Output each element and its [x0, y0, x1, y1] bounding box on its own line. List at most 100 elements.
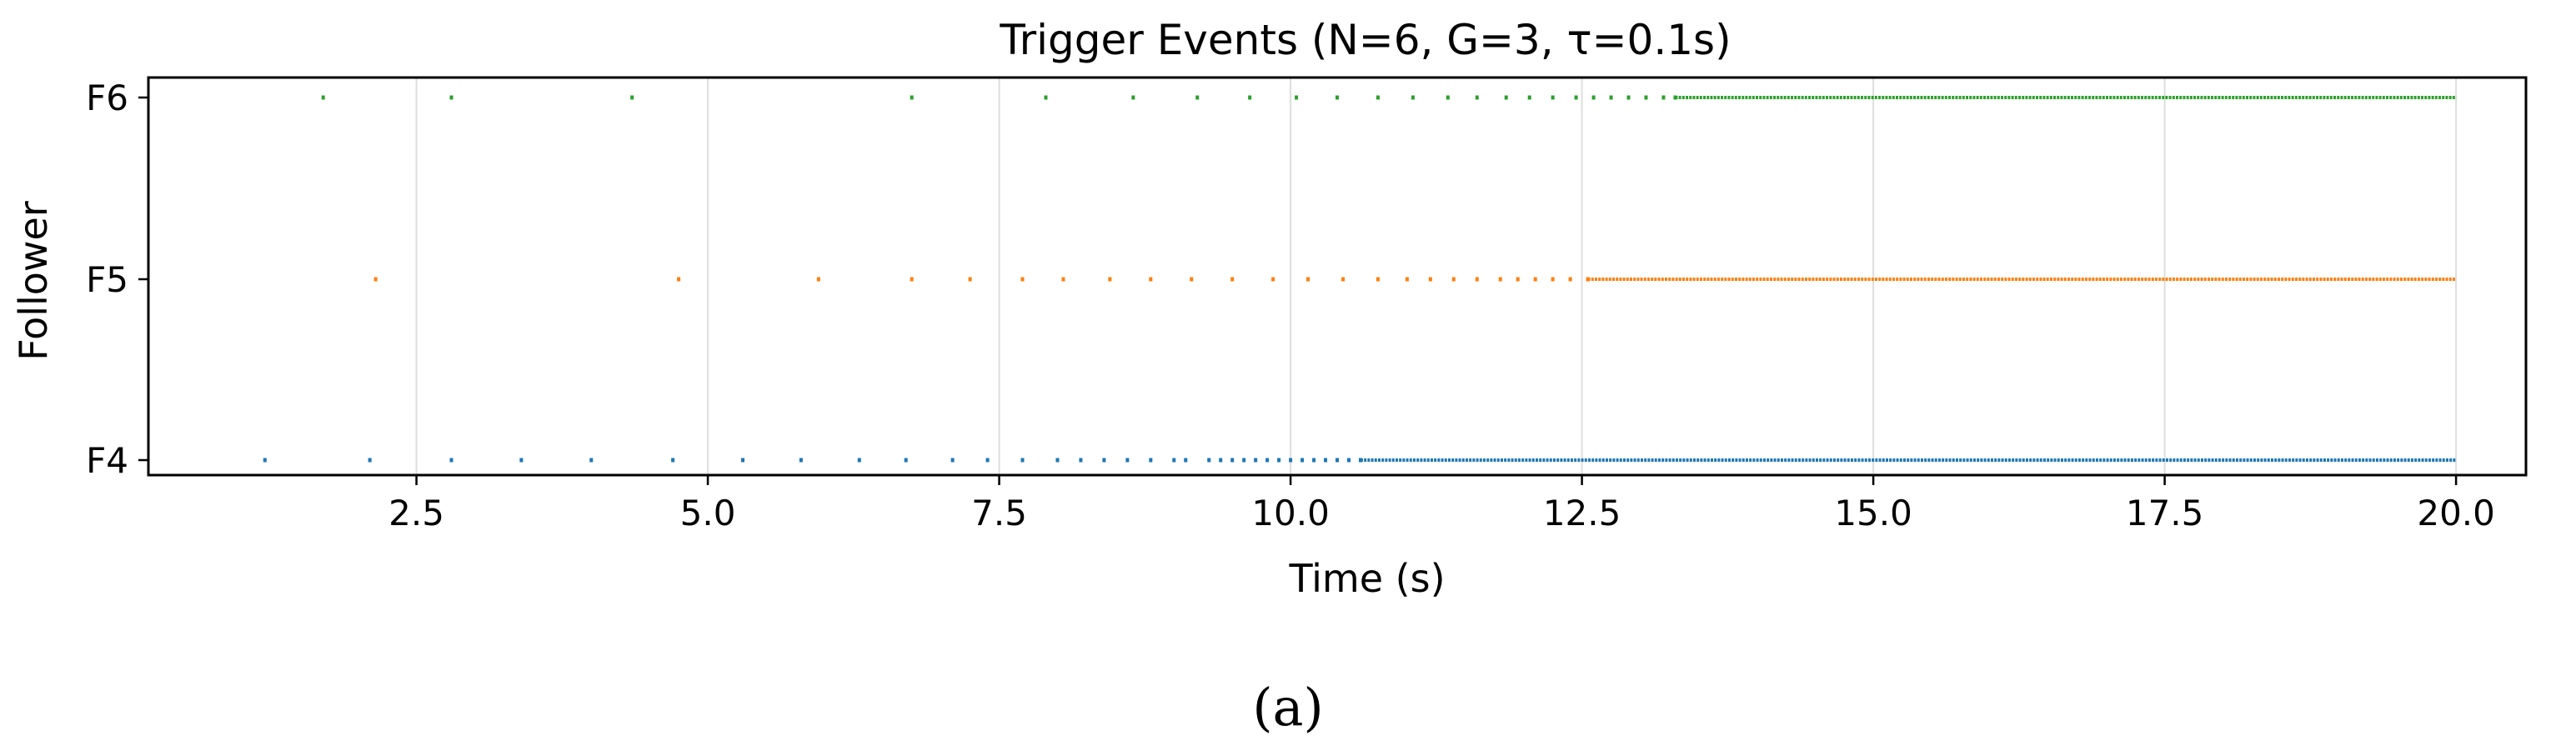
event-point-f6: [1504, 95, 1508, 100]
event-point-f5: [1516, 277, 1520, 282]
grid-lines: [415, 78, 2458, 475]
event-point-f6: [1376, 95, 1380, 100]
event-point-f4: [1102, 458, 1106, 463]
y-axis-label: Follower: [11, 201, 56, 361]
event-point-f6: [321, 95, 325, 100]
event-point-f4: [1184, 458, 1188, 463]
event-point-f5: [968, 277, 972, 282]
event-point-f5: [816, 277, 820, 282]
event-point-f4: [1324, 458, 1328, 463]
event-point-f6: [1626, 95, 1631, 100]
x-axis-ticks: 2.5 5.0 7.5 10.0 12.5 15.0 17.5 20.0: [388, 475, 2495, 533]
event-point-f4: [1289, 458, 1293, 463]
event-point-f5: [910, 277, 914, 282]
y-axis-ticks: F4 F5 F6: [86, 78, 148, 481]
y-tick-label: F4: [86, 440, 128, 481]
event-point-f4: [368, 458, 372, 463]
event-point-f4: [1358, 458, 1362, 463]
event-point-f6: [1475, 95, 1479, 100]
event-point-f4: [1079, 458, 1083, 463]
x-tick-label: 15.0: [1834, 493, 1912, 533]
event-point-f6: [1195, 95, 1200, 100]
chart-title: Trigger Events (N=6, G=3, τ=0.1s): [999, 16, 1731, 64]
event-point-f5: [1551, 277, 1555, 282]
event-point-f6: [1295, 95, 1299, 100]
y-tick-label: F5: [86, 259, 128, 300]
event-point-f4: [1020, 458, 1025, 463]
event-point-f5: [1533, 277, 1537, 282]
event-point-f4: [589, 458, 594, 463]
event-point-f5: [677, 277, 681, 282]
x-tick-label: 20.0: [2417, 493, 2495, 533]
event-point-f6: [1527, 95, 1531, 100]
event-point-f6: [1411, 95, 1415, 100]
event-point-f5: [1586, 277, 1590, 282]
x-tick-label: 7.5: [971, 493, 1027, 533]
event-point-f6: [1248, 95, 1252, 100]
event-point-f6: [1044, 95, 1048, 100]
x-tick-label: 12.5: [1543, 493, 1621, 533]
event-point-f5: [1020, 277, 1025, 282]
event-point-f4: [671, 458, 675, 463]
event-point-f4: [1254, 458, 1258, 463]
x-axis-label: Time (s): [1288, 556, 1445, 601]
event-point-f4: [1149, 458, 1153, 463]
event-point-f6: [1661, 95, 1666, 100]
event-point-f5: [1568, 277, 1572, 282]
event-point-f4: [1230, 458, 1235, 463]
event-point-f5: [373, 277, 378, 282]
event-point-f6: [1673, 95, 1677, 100]
event-point-f6: [449, 95, 454, 100]
event-point-f4: [904, 458, 908, 463]
event-point-f6: [1591, 95, 1596, 100]
event-point-f5: [1149, 277, 1153, 282]
event-point-f4: [1125, 458, 1130, 463]
event-point-f5: [1341, 277, 1345, 282]
plot-frame: [147, 76, 2528, 477]
event-point-f5: [1428, 277, 1432, 282]
figure-caption: (a): [1252, 677, 1323, 738]
event-point-f4: [1242, 458, 1246, 463]
event-point-f5: [1405, 277, 1409, 282]
event-point-f4: [1265, 458, 1270, 463]
event-point-f5: [1271, 277, 1275, 282]
event-point-f6: [1551, 95, 1555, 100]
y-tick-label: F6: [86, 78, 128, 118]
event-point-f4: [985, 458, 990, 463]
event-point-f5: [1108, 277, 1112, 282]
event-point-f6: [630, 95, 634, 100]
event-point-f5: [1230, 277, 1235, 282]
event-point-f5: [1376, 277, 1380, 282]
event-point-f4: [519, 458, 524, 463]
event-point-f5: [1498, 277, 1502, 282]
event-point-f4: [1055, 458, 1060, 463]
event-point-f6: [1574, 95, 1578, 100]
event-point-f4: [263, 458, 267, 463]
event-point-f6: [910, 95, 914, 100]
event-point-f5: [1306, 277, 1311, 282]
event-point-f6: [1609, 95, 1613, 100]
event-point-f4: [1172, 458, 1176, 463]
event-point-f5: [1451, 277, 1456, 282]
event-point-f4: [449, 458, 454, 463]
event-point-f6: [1336, 95, 1339, 100]
event-point-f6: [1131, 95, 1135, 100]
event-marks: [263, 95, 2457, 463]
event-point-f4: [1207, 458, 1211, 463]
event-point-f4: [1301, 458, 1305, 463]
x-tick-label: 10.0: [1251, 493, 1330, 533]
event-point-f6: [1644, 95, 1648, 100]
event-point-f4: [1277, 458, 1281, 463]
event-point-f4: [857, 458, 861, 463]
event-point-f5: [1061, 277, 1065, 282]
event-point-f5: [1190, 277, 1194, 282]
event-point-f6: [1446, 95, 1450, 100]
x-tick-label: 2.5: [388, 493, 444, 533]
event-point-f4: [799, 458, 803, 463]
event-point-f4: [1336, 458, 1339, 463]
event-point-f4: [1219, 458, 1223, 463]
x-tick-label: 5.0: [680, 493, 736, 533]
event-point-f4: [950, 458, 955, 463]
x-tick-label: 17.5: [2126, 493, 2204, 533]
